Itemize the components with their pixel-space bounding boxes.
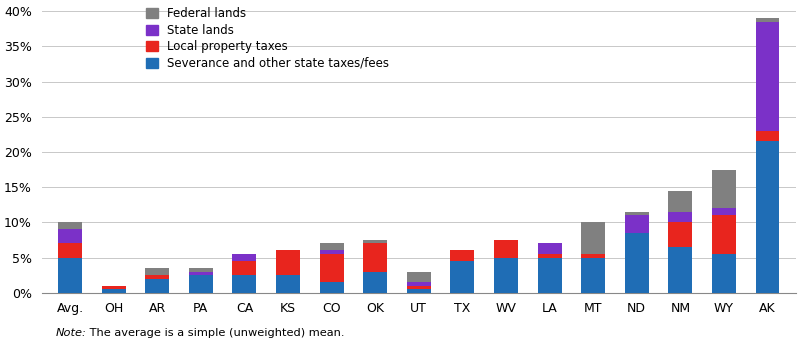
Bar <box>189 268 213 272</box>
Bar <box>712 254 736 293</box>
Bar <box>58 222 82 230</box>
Bar <box>320 254 344 282</box>
Bar <box>146 279 170 293</box>
Bar <box>755 22 779 131</box>
Bar <box>276 275 300 293</box>
Bar <box>581 257 605 293</box>
Bar <box>363 243 387 272</box>
Bar <box>450 251 474 261</box>
Bar <box>58 230 82 243</box>
Bar <box>320 251 344 254</box>
Bar <box>755 131 779 141</box>
Bar <box>625 212 649 215</box>
Bar <box>755 18 779 22</box>
Bar <box>712 215 736 254</box>
Bar <box>189 272 213 275</box>
Bar <box>668 247 692 293</box>
Bar <box>407 286 430 289</box>
Legend: Federal lands, State lands, Local property taxes, Severance and other state taxe: Federal lands, State lands, Local proper… <box>146 7 389 70</box>
Bar <box>58 243 82 257</box>
Bar <box>320 243 344 251</box>
Bar <box>538 243 562 254</box>
Bar <box>712 208 736 215</box>
Bar <box>494 257 518 293</box>
Bar <box>146 268 170 275</box>
Bar <box>320 282 344 293</box>
Bar <box>712 170 736 208</box>
Bar <box>276 251 300 275</box>
Text: Note:: Note: <box>56 328 87 338</box>
Bar <box>581 254 605 257</box>
Bar <box>146 275 170 279</box>
Bar <box>755 141 779 293</box>
Bar <box>102 289 126 293</box>
Bar <box>538 254 562 257</box>
Bar <box>494 240 518 257</box>
Text: The average is a simple (unweighted) mean.: The average is a simple (unweighted) mea… <box>86 328 344 338</box>
Bar <box>625 215 649 233</box>
Bar <box>668 212 692 222</box>
Bar <box>668 191 692 212</box>
Bar <box>625 233 649 293</box>
Bar <box>233 261 257 275</box>
Bar <box>407 272 430 282</box>
Bar <box>538 257 562 293</box>
Bar <box>189 275 213 293</box>
Bar <box>58 257 82 293</box>
Bar <box>581 222 605 254</box>
Bar <box>450 261 474 293</box>
Bar <box>363 240 387 243</box>
Bar <box>668 222 692 247</box>
Bar <box>233 275 257 293</box>
Bar <box>363 272 387 293</box>
Bar <box>102 286 126 289</box>
Bar <box>407 282 430 286</box>
Bar <box>233 254 257 261</box>
Bar <box>407 289 430 293</box>
